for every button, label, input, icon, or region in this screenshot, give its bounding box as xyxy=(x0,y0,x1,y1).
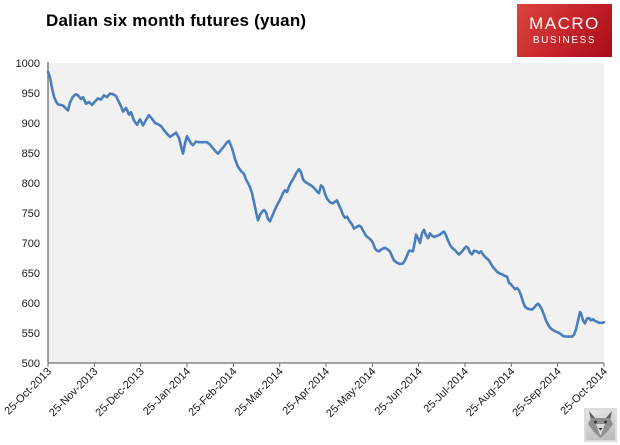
x-tick-label: 25-Jun-2014 xyxy=(373,366,425,418)
y-tick-label: 700 xyxy=(22,238,40,250)
y-tick-label: 650 xyxy=(22,268,40,280)
y-tick-label: 500 xyxy=(22,358,40,370)
price-line xyxy=(46,70,606,338)
x-tick-label: 25-May-2014 xyxy=(324,366,378,420)
logo-text-business: BUSINESS xyxy=(532,34,597,46)
y-tick-label: 750 xyxy=(22,208,40,220)
y-tick-label: 600 xyxy=(22,298,40,310)
x-tick-label: 25-Feb-2014 xyxy=(186,366,239,419)
y-tick-label: 550 xyxy=(22,328,40,340)
y-tick-label: 1000 xyxy=(16,58,40,70)
y-tick-label: 850 xyxy=(22,148,40,160)
page-title: Dalian six month futures (yuan) xyxy=(46,11,307,30)
x-tick-label: 25-Sep-2014 xyxy=(510,366,563,419)
x-tick-label: 25-Apr-2014 xyxy=(280,366,332,418)
y-tick-label: 950 xyxy=(22,88,40,100)
x-tick-label: 25-Oct-2013 xyxy=(2,366,54,418)
x-tick-label: 25-Mar-2014 xyxy=(233,366,286,419)
logo-text-macro: MACRO xyxy=(529,13,600,33)
x-tick-label: 25-Jul-2014 xyxy=(422,366,472,416)
macrobusiness-logo: MACRO BUSINESS xyxy=(517,4,612,57)
wolf-icon xyxy=(588,411,613,438)
y-tick-label: 800 xyxy=(22,178,40,190)
x-tick-label: 25-Dec-2013 xyxy=(93,366,146,419)
plot-area xyxy=(48,63,604,363)
wolf-watermark xyxy=(584,408,617,442)
y-tick-label: 900 xyxy=(22,118,40,130)
